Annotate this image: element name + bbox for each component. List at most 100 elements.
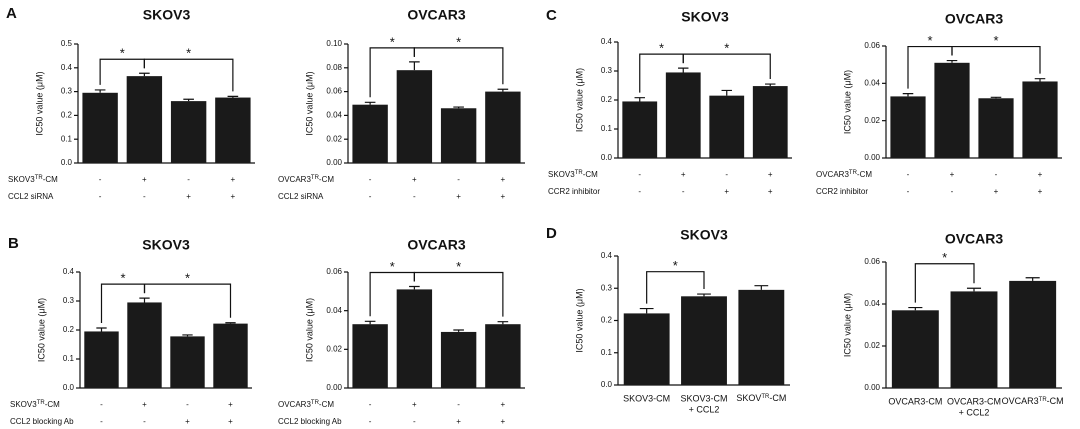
significance-bracket <box>413 47 504 85</box>
condition-sign: - <box>187 175 190 184</box>
condition-sign: + <box>1038 170 1043 179</box>
condition-sign: + <box>994 187 999 196</box>
condition-sign: + <box>681 170 686 179</box>
row-label: OVCAR3TR-CM <box>278 400 334 410</box>
error-bar <box>946 59 958 63</box>
label-superscript: TR <box>1039 397 1048 403</box>
y-tick-label: 0.00 <box>864 153 880 162</box>
y-axis-label: IC50 value (μM) <box>574 68 584 132</box>
significance-label: * <box>927 33 932 48</box>
y-tick-label: 0.5 <box>61 39 73 48</box>
y-tick-label: 0.2 <box>601 316 613 325</box>
condition-sign: + <box>186 192 191 201</box>
condition-sign: + <box>501 175 506 184</box>
bar <box>752 86 788 158</box>
x-tick-label: OVCAR3-CM <box>947 396 1001 406</box>
error-bar <box>639 307 654 314</box>
bar <box>1009 280 1057 388</box>
label-part: -CM <box>857 170 872 179</box>
y-axis-label: IC50 value (μM) <box>36 298 46 362</box>
chart-title: OVCAR3 <box>945 11 1004 27</box>
significance-label: * <box>659 41 664 56</box>
bar <box>709 95 745 158</box>
condition-sign: - <box>100 400 103 409</box>
label-part: SKOV <box>736 393 761 403</box>
significance-label: * <box>456 259 461 274</box>
label-part: -CM <box>319 175 334 184</box>
y-tick-label: 0.1 <box>601 124 613 133</box>
y-axis-label: IC50 value (μM) <box>34 71 44 135</box>
condition-sign: - <box>995 170 998 179</box>
condition-sign: - <box>100 417 103 426</box>
bar <box>485 324 521 388</box>
condition-sign: - <box>143 417 146 426</box>
y-tick-label: 0.06 <box>864 41 880 50</box>
condition-sign: - <box>369 175 372 184</box>
label-superscript: TR <box>761 394 770 400</box>
chart-title: SKOV3 <box>142 237 190 253</box>
bar <box>665 72 701 158</box>
label-part: -CM <box>319 400 334 409</box>
y-tick-label: 0.1 <box>63 354 75 363</box>
condition-sign: + <box>501 400 506 409</box>
y-tick-label: 0.04 <box>864 299 880 308</box>
error-bar <box>139 72 150 77</box>
label-part: -CM <box>769 393 786 403</box>
significance-label: * <box>390 34 395 49</box>
error-bar <box>697 293 711 297</box>
condition-sign: + <box>768 187 773 196</box>
condition-sign: + <box>185 417 190 426</box>
y-tick-label: 0.1 <box>61 134 73 143</box>
condition-sign: - <box>638 187 641 196</box>
y-tick-label: 0.3 <box>601 66 613 75</box>
error-bar <box>183 98 194 102</box>
significance-label: * <box>993 33 998 48</box>
error-bar <box>409 285 420 290</box>
y-tick-label: 0.04 <box>326 306 342 315</box>
bar <box>82 92 118 163</box>
y-tick-label: 0.0 <box>63 383 75 392</box>
bar <box>681 296 727 385</box>
bar <box>213 323 248 388</box>
error-bar <box>721 89 732 96</box>
condition-sign: + <box>1038 187 1043 196</box>
condition-sign: + <box>142 400 147 409</box>
error-bar <box>1025 277 1040 281</box>
chart-title: OVCAR3 <box>407 7 466 23</box>
chart-title: SKOV3 <box>681 9 729 25</box>
condition-sign: - <box>457 400 460 409</box>
error-bar <box>765 83 776 87</box>
label-superscript: TR <box>37 400 46 406</box>
bar <box>127 302 162 388</box>
condition-sign: - <box>907 187 910 196</box>
label-part: -CM <box>583 170 598 179</box>
condition-sign: - <box>907 170 910 179</box>
y-tick-label: 0.3 <box>63 296 75 305</box>
condition-sign: - <box>457 175 460 184</box>
condition-sign: - <box>369 417 372 426</box>
error-bar <box>1034 78 1046 82</box>
chart-title: OVCAR3 <box>945 231 1004 247</box>
condition-sign: + <box>228 417 233 426</box>
error-bar <box>966 287 982 292</box>
row-label: SKOV3TR-CM <box>10 400 60 410</box>
chart-title: OVCAR3 <box>407 237 466 253</box>
condition-sign: - <box>951 187 954 196</box>
bar <box>738 289 785 385</box>
row-label: SKOV3TR-CM <box>548 170 598 180</box>
label-part: -CM <box>45 400 60 409</box>
significance-label: * <box>942 250 947 265</box>
error-bar <box>364 101 376 105</box>
condition-sign: + <box>231 192 236 201</box>
error-bar <box>453 106 464 109</box>
label-part: SKOV3 <box>10 400 37 409</box>
bar <box>1022 81 1058 158</box>
condition-sign: - <box>413 417 416 426</box>
bar <box>485 91 521 163</box>
significance-label: * <box>456 34 461 49</box>
row-label: CCR2 inhibitor <box>816 187 868 196</box>
error-bar <box>182 334 193 337</box>
condition-sign: + <box>950 170 955 179</box>
bar <box>396 70 433 163</box>
y-tick-label: 0.4 <box>601 37 613 46</box>
